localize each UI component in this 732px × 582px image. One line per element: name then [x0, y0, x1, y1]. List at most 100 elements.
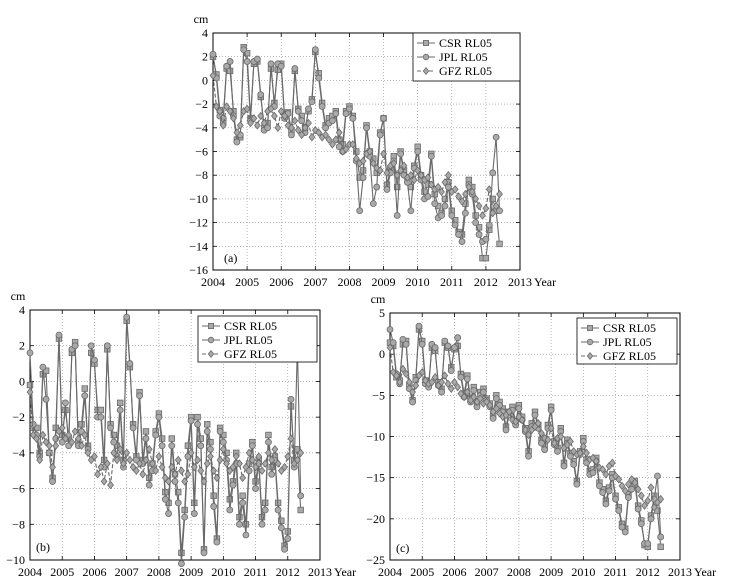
data-point [647, 515, 655, 523]
data-point [265, 448, 272, 458]
x-tick-label: 2007 [115, 565, 139, 579]
data-point [190, 510, 198, 517]
data-point [250, 114, 258, 123]
data-point [274, 459, 282, 468]
y-tick-label: −25 [366, 553, 385, 567]
data-point [71, 342, 79, 350]
data-point [103, 342, 111, 350]
data-point [457, 373, 465, 381]
y-tick-label: −10 [366, 430, 385, 444]
data-point [200, 477, 208, 486]
x-tick-label: 2008 [507, 565, 531, 579]
x-axis-label: Year [534, 275, 556, 289]
data-point [248, 455, 256, 465]
data-point [175, 488, 182, 496]
data-point [197, 435, 204, 442]
data-point [465, 182, 473, 192]
data-point [454, 334, 462, 342]
data-point [376, 131, 384, 139]
x-tick-label: 2004 [378, 565, 402, 579]
legend-marker [587, 324, 594, 331]
data-point [369, 159, 377, 168]
data-point [200, 549, 208, 557]
data-point [407, 170, 415, 180]
legend-marker [586, 351, 594, 361]
y-tick-label: −10 [189, 192, 208, 206]
x-tick-label: 2010 [406, 275, 430, 289]
data-point [470, 392, 478, 402]
data-point [216, 106, 224, 116]
y-unit-label: cm [194, 12, 209, 26]
data-point [615, 507, 623, 515]
data-point [369, 200, 377, 208]
y-tick-label: −14 [189, 239, 208, 253]
chart-panel: 2004 2005 2006 2007 2008 2009 2010 2011 2012 2013… [189, 12, 556, 289]
data-point [271, 111, 278, 121]
data-point [447, 384, 455, 393]
data-point [641, 501, 648, 510]
data-point [248, 442, 256, 450]
data-point [203, 459, 211, 468]
y-tick-label: −4 [12, 446, 25, 460]
data-point [492, 395, 500, 403]
data-point [349, 140, 357, 149]
y-tick-label: 4 [19, 303, 25, 317]
data-point [242, 462, 250, 472]
data-point [454, 382, 462, 392]
data-point [389, 368, 397, 377]
data-point [547, 424, 555, 433]
y-unit-label: cm [371, 292, 386, 306]
data-point [492, 201, 500, 211]
y-tick-label: 4 [202, 26, 208, 40]
x-tick-label: 2005 [410, 565, 434, 579]
data-point [39, 363, 47, 371]
data-point [68, 437, 76, 447]
data-point [194, 413, 201, 421]
data-point [455, 192, 462, 201]
data-point [158, 462, 166, 472]
data-point [431, 372, 439, 382]
data-point [158, 435, 166, 442]
legend-label: GFZ RL05 [224, 347, 277, 361]
data-point [485, 185, 493, 194]
data-point [274, 506, 282, 514]
data-point [209, 71, 217, 80]
data-point [297, 448, 305, 458]
data-point [110, 448, 118, 458]
legend-label: GFZ RL05 [603, 349, 656, 363]
data-point [489, 195, 496, 203]
chart-panel: 2004 2005 2006 2007 2008 2009 2010 2011 2012 2013… [366, 292, 716, 579]
legend-marker [422, 40, 429, 47]
data-point [62, 399, 69, 407]
y-tick-label: −20 [366, 512, 385, 526]
data-point [81, 430, 89, 440]
y-tick-label: −8 [12, 517, 25, 531]
legend-label: JPL RL05 [224, 333, 273, 347]
data-point [247, 118, 254, 128]
data-point [359, 174, 367, 181]
data-point [26, 387, 34, 397]
data-point [599, 489, 607, 496]
data-point [418, 368, 426, 377]
data-point [596, 482, 603, 490]
panel-label: (c) [396, 541, 409, 555]
data-point [447, 367, 455, 375]
data-point [84, 448, 92, 458]
data-point [116, 406, 124, 414]
data-point [441, 371, 449, 380]
data-point [288, 123, 295, 133]
data-point [236, 520, 243, 528]
data-point [438, 377, 445, 387]
data-point [570, 461, 578, 468]
data-point [427, 180, 435, 189]
y-tick-label: −2 [12, 410, 25, 424]
data-point [268, 470, 276, 478]
panel-label: (b) [36, 540, 50, 554]
data-point [264, 124, 271, 132]
data-point [531, 411, 539, 419]
data-point [579, 442, 587, 451]
legend-label: JPL RL05 [439, 50, 488, 64]
data-point [207, 452, 214, 461]
series-jpl-rl05 [209, 46, 503, 245]
series-gfz-rl05 [209, 71, 503, 220]
